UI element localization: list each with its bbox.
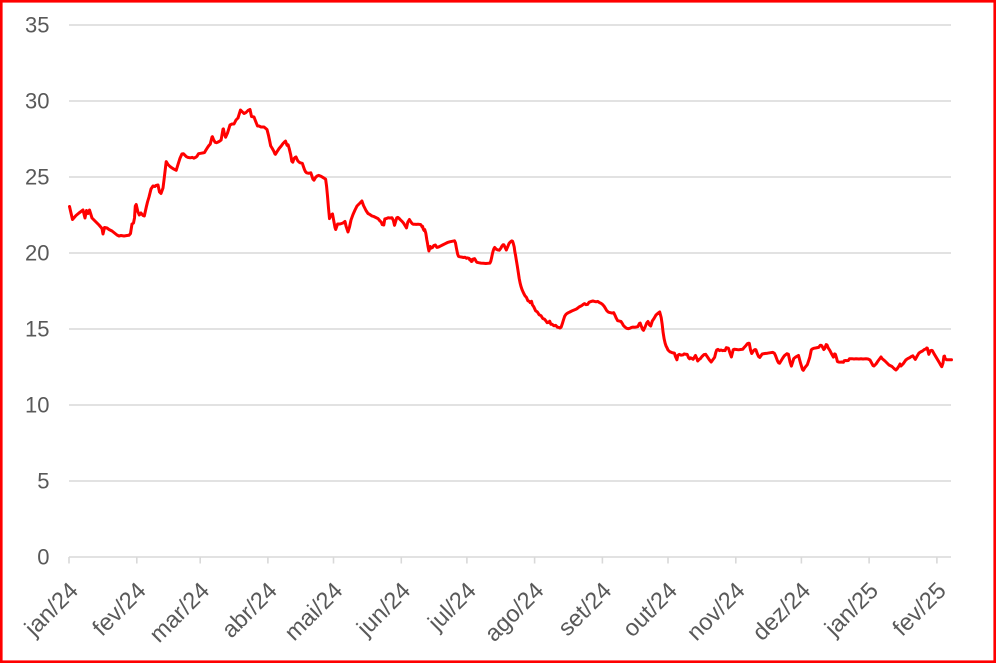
svg-text:15: 15	[25, 317, 49, 342]
svg-text:35: 35	[25, 13, 49, 38]
svg-text:0: 0	[37, 545, 49, 570]
svg-text:5: 5	[37, 469, 49, 494]
svg-text:10: 10	[25, 393, 49, 418]
svg-text:25: 25	[25, 165, 49, 190]
svg-text:30: 30	[25, 89, 49, 114]
svg-text:20: 20	[25, 241, 49, 266]
